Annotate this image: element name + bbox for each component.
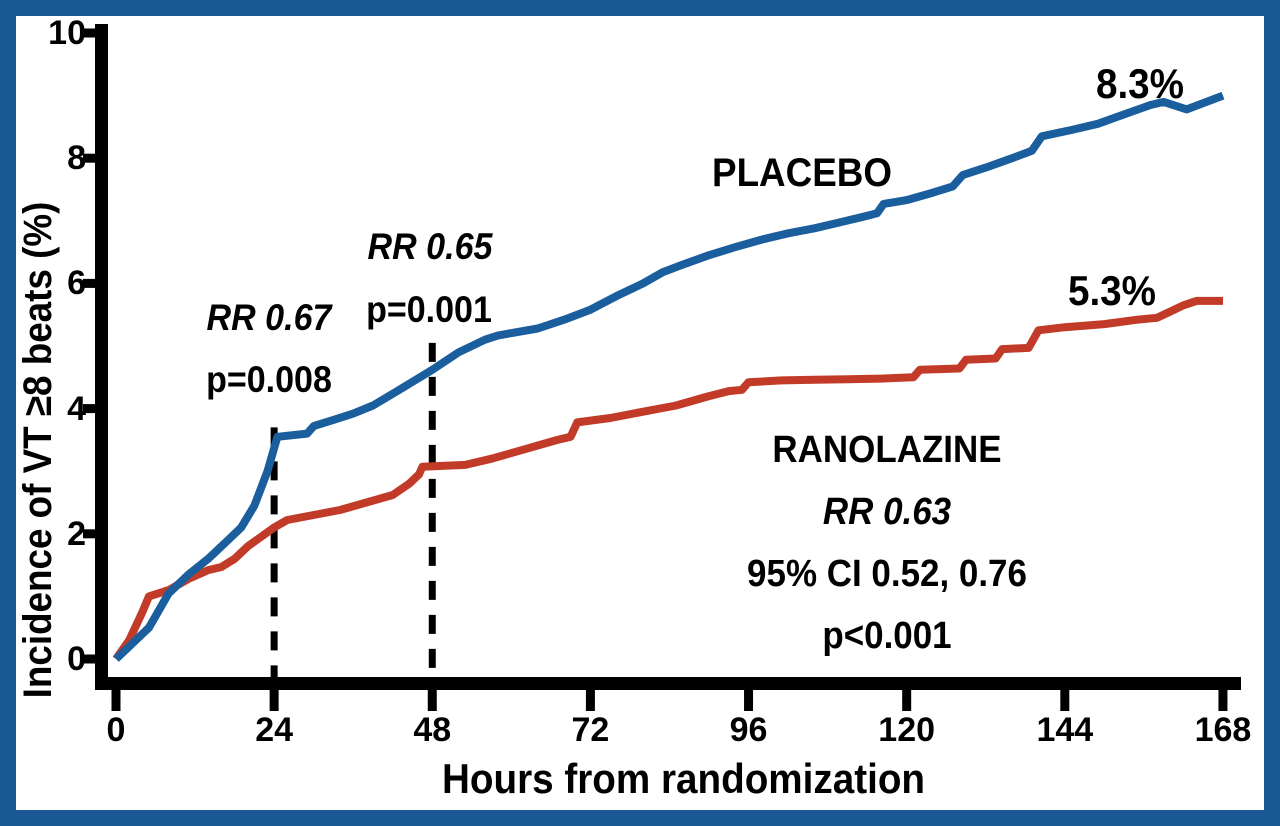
x-tick-72 — [585, 690, 595, 711]
ranolazine-curve — [112, 296, 1223, 662]
ranolazine-stats-block: RANOLAZINE RR 0.63 95% CI 0.52, 0.76 p<0… — [687, 419, 1087, 667]
y-tick-label-2: 2 — [67, 514, 86, 553]
y-axis-spine — [95, 24, 108, 690]
y-tick-label-6: 6 — [67, 264, 86, 303]
y-tick-4 — [83, 404, 95, 414]
x-tick-label-168: 168 — [1194, 711, 1252, 749]
annotation-p-48h: p=0.001 — [366, 289, 492, 330]
y-tick-label-0: 0 — [67, 640, 86, 678]
x-tick-label-48: 48 — [413, 711, 452, 749]
x-tick-144 — [1060, 690, 1070, 711]
stats-ci-value: 95% CI 0.52, 0.76 — [747, 553, 1027, 595]
x-tick-96 — [744, 690, 754, 711]
y-tick-label-8: 8 — [67, 139, 86, 178]
y-tick-0 — [83, 654, 95, 664]
y-tick-6 — [83, 278, 95, 288]
annotation-p-24h: p=0.008 — [206, 359, 332, 400]
annotation-rr-24h: RR 0.67 — [206, 297, 332, 338]
stats-drug-name: RANOLAZINE — [772, 429, 1002, 471]
x-tick-168 — [1218, 690, 1228, 711]
y-tick-label-10: 10 — [48, 14, 86, 52]
ranolazine-end-value-label: 5.3% — [1067, 267, 1157, 314]
x-tick-label-0: 0 — [106, 711, 126, 749]
x-tick-label-96: 96 — [729, 711, 768, 749]
x-tick-label-144: 144 — [1036, 711, 1094, 749]
y-tick-8 — [83, 153, 95, 163]
x-tick-label-120: 120 — [878, 711, 936, 749]
annotation-rr-48h: RR 0.65 — [367, 226, 493, 267]
x-axis-spine — [95, 677, 1241, 690]
x-tick-0 — [111, 690, 121, 711]
placebo-series-label: PLACEBO — [712, 151, 892, 195]
stats-p-value: p<0.001 — [822, 615, 952, 657]
x-tick-120 — [902, 690, 912, 711]
x-tick-24 — [269, 690, 279, 711]
x-tick-label-72: 72 — [571, 711, 610, 749]
stats-rr-value: RR 0.63 — [822, 491, 952, 533]
y-tick-10 — [83, 28, 95, 38]
y-tick-label-4: 4 — [67, 389, 86, 428]
x-tick-label-24: 24 — [255, 711, 294, 749]
x-axis-title: Hours from randomization — [442, 755, 926, 802]
placebo-end-value-label: 8.3% — [1095, 60, 1185, 107]
y-tick-2 — [83, 529, 95, 539]
placebo-curve — [113, 91, 1225, 662]
x-tick-48 — [427, 690, 437, 711]
